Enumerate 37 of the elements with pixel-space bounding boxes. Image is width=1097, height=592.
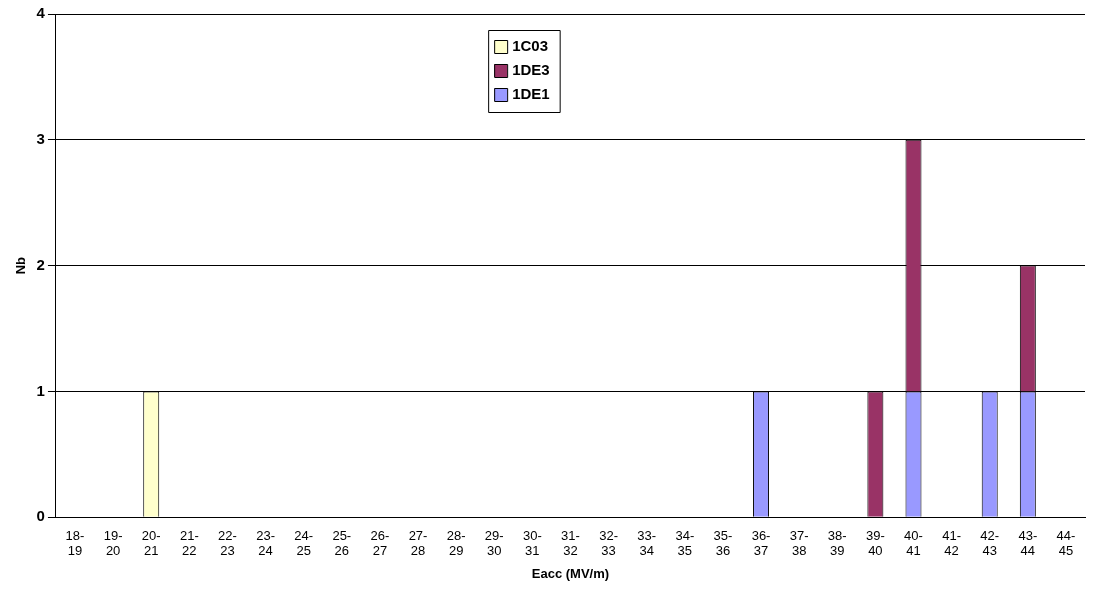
x-tick-label: 29-30 (484, 527, 504, 559)
x-tick-label: 43-44 (1018, 527, 1038, 559)
y-tick-label: 3 (36, 129, 45, 147)
x-tick-label: 35-36 (713, 527, 733, 559)
x-tick-label: 20-21 (141, 527, 161, 559)
legend-label: 1C03 (512, 37, 549, 55)
y-tick-label: 4 (36, 4, 46, 22)
x-tick-label: 28-29 (446, 527, 466, 559)
x-tick-label: 41-42 (942, 527, 961, 559)
x-tick-label: 27-28 (408, 527, 428, 559)
x-tick-label: 40-41 (904, 527, 923, 559)
x-tick-label: 19-20 (103, 527, 123, 559)
y-tick-label: 0 (36, 507, 45, 525)
x-tick-label: 18-19 (65, 527, 85, 559)
x-tick-label: 44-45 (1056, 527, 1076, 559)
x-tick-label: 37-38 (789, 527, 809, 559)
x-tick-label: 22-23 (218, 527, 237, 559)
x-tick-label: 36-37 (751, 527, 771, 559)
x-tick-label: 34-35 (675, 527, 695, 559)
x-tick-label: 30-31 (522, 527, 542, 559)
legend-label: 1DE3 (512, 61, 550, 79)
x-tick-label: 32-33 (599, 527, 618, 559)
y-tick-label: 1 (36, 381, 45, 399)
x-tick-label: 31-32 (561, 527, 580, 559)
x-tick-label: 25-26 (332, 527, 352, 559)
y-axis-title: Nb (13, 256, 29, 275)
x-tick-label: 33-34 (637, 527, 657, 559)
x-tick-label: 24-25 (294, 527, 314, 559)
x-tick-label: 23-24 (256, 527, 275, 559)
x-tick-label: 42-43 (980, 527, 1000, 559)
y-tick-label: 2 (36, 255, 45, 273)
x-tick-label: 38-39 (827, 527, 847, 559)
legend-label: 1DE1 (512, 85, 550, 103)
x-tick-label: 21-22 (179, 527, 199, 559)
x-tick-label: 26-27 (370, 527, 390, 559)
x-tick-label: 39-40 (865, 527, 885, 559)
x-axis-title: Eacc (MV/m) (531, 565, 610, 581)
